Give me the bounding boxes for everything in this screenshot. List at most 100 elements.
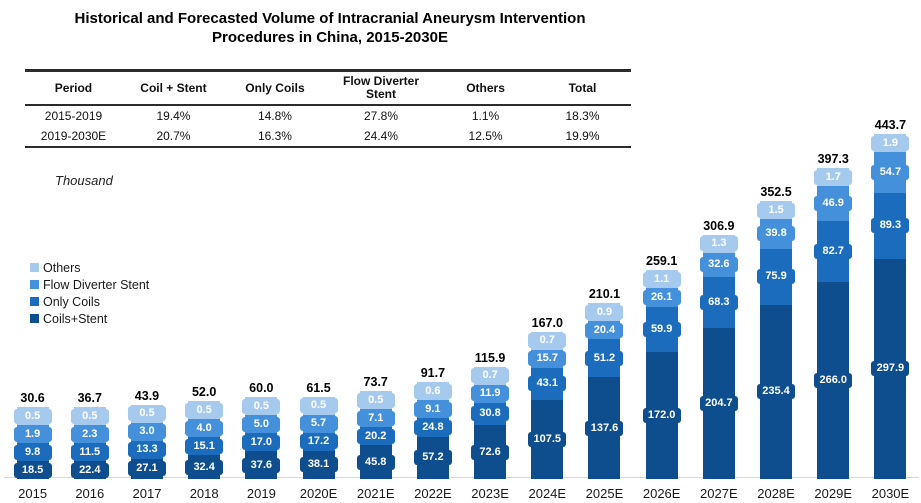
segment-value-label: 4.0 bbox=[185, 420, 224, 436]
segment-only-coils: 82.7 bbox=[814, 221, 853, 283]
segment-value-label: 22.4 bbox=[70, 462, 109, 478]
segment-others: 1.1 bbox=[642, 270, 681, 289]
segment-value-label: 0.5 bbox=[13, 408, 52, 424]
bar-2025e: 210.1 0.9 20.4 51.2 137.6 2025E bbox=[576, 287, 633, 501]
segment-others: 0.5 bbox=[299, 396, 338, 415]
table-header-others: Others bbox=[437, 70, 535, 106]
bar-total-label: 73.7 bbox=[363, 375, 388, 390]
bar-total-label: 259.1 bbox=[646, 254, 678, 269]
segment-coils-stent: 45.8 bbox=[356, 445, 395, 479]
segment-others: 0.5 bbox=[356, 391, 395, 410]
bar-total-label: 443.7 bbox=[874, 118, 907, 133]
legend-item-others: Others bbox=[30, 259, 149, 276]
table-cell: 16.3% bbox=[257, 129, 292, 143]
segment-value-label: 1.5 bbox=[757, 202, 796, 218]
segment-value-label: 3.0 bbox=[127, 424, 166, 440]
segment-value-label: 89.3 bbox=[871, 218, 910, 234]
cagr-table: Period Coil + Stent Only Coils Flow Dive… bbox=[25, 69, 631, 148]
table-cell: 2015-2019 bbox=[44, 109, 103, 123]
segment-value-label: 172.0 bbox=[642, 407, 681, 423]
legend-item-only-coils: Only Coils bbox=[30, 293, 149, 310]
segment-only-coils: 68.3 bbox=[699, 277, 738, 328]
segment-others: 1.7 bbox=[814, 168, 853, 187]
segment-coils-stent: 107.5 bbox=[528, 399, 567, 479]
segment-others: 0.7 bbox=[471, 366, 510, 385]
segment-value-label: 27.1 bbox=[127, 461, 166, 477]
segment-value-label: 0.5 bbox=[356, 392, 395, 408]
segment-coils-stent: 18.5 bbox=[13, 461, 52, 479]
segment-value-label: 51.2 bbox=[585, 350, 624, 366]
segment-value-label: 20.4 bbox=[585, 322, 624, 338]
x-axis-label-2030e: 2030E bbox=[871, 486, 910, 501]
segment-value-label: 0.9 bbox=[585, 304, 624, 320]
segment-flow-diverter-stent: 39.8 bbox=[757, 219, 796, 249]
segment-value-label: 0.5 bbox=[299, 398, 338, 414]
legend-label: Others bbox=[43, 260, 81, 275]
bar-total-label: 167.0 bbox=[531, 315, 563, 330]
x-axis-label-2016: 2016 bbox=[75, 486, 105, 501]
unit-label: Thousand bbox=[55, 173, 113, 188]
segment-coils-stent: 266.0 bbox=[814, 282, 853, 479]
segment-flow-diverter-stent: 1.9 bbox=[13, 425, 52, 443]
segment-others: 0.5 bbox=[70, 407, 109, 425]
segment-value-label: 11.9 bbox=[471, 386, 510, 402]
segment-others: 0.7 bbox=[528, 331, 567, 350]
table-cell: 18.3% bbox=[565, 109, 600, 123]
x-axis-label-2024e: 2024E bbox=[528, 486, 567, 501]
table-header-row: Period Coil + Stent Only Coils Flow Dive… bbox=[25, 70, 631, 106]
legend-swatch-only-coils bbox=[30, 297, 39, 306]
x-axis-label-2015: 2015 bbox=[18, 486, 48, 501]
segment-value-label: 0.7 bbox=[471, 368, 510, 384]
segment-value-label: 137.6 bbox=[585, 420, 624, 436]
segment-value-label: 1.9 bbox=[871, 135, 910, 151]
x-axis-label-2022e: 2022E bbox=[414, 486, 452, 501]
segment-flow-diverter-stent: 5.0 bbox=[242, 415, 281, 434]
segment-others: 1.9 bbox=[871, 134, 910, 153]
segment-value-label: 18.5 bbox=[13, 462, 52, 478]
segment-only-coils: 20.2 bbox=[356, 427, 395, 446]
segment-value-label: 37.6 bbox=[242, 457, 281, 473]
segment-value-label: 75.9 bbox=[757, 269, 796, 285]
segment-value-label: 54.7 bbox=[871, 164, 910, 180]
bar-total-label: 30.6 bbox=[20, 391, 45, 405]
segment-others: 0.5 bbox=[127, 404, 166, 423]
bar-2024e: 167.0 0.7 15.7 43.1 107.5 2024E bbox=[519, 316, 576, 501]
segment-coils-stent: 72.6 bbox=[471, 425, 510, 479]
x-axis-label-2026e: 2026E bbox=[642, 486, 681, 501]
bar-2021e: 73.7 0.5 7.1 20.2 45.8 2021E bbox=[347, 375, 404, 501]
segment-value-label: 204.7 bbox=[699, 395, 738, 411]
segment-others: 1.5 bbox=[757, 201, 796, 220]
table-header-total: Total bbox=[534, 70, 631, 106]
bar-2019: 60.0 0.5 5.0 17.0 37.6 2019 bbox=[233, 381, 290, 501]
segment-only-coils: 30.8 bbox=[471, 402, 510, 426]
segment-others: 0.5 bbox=[185, 401, 224, 419]
segment-only-coils: 51.2 bbox=[585, 339, 624, 378]
segment-flow-diverter-stent: 3.0 bbox=[127, 422, 166, 441]
segment-coils-stent: 38.1 bbox=[299, 450, 338, 479]
segment-value-label: 1.1 bbox=[642, 271, 681, 287]
table-cell: 1.1% bbox=[471, 109, 500, 123]
bar-2022e: 91.7 0.6 9.1 24.8 57.2 2022E bbox=[404, 366, 461, 501]
segment-value-label: 11.5 bbox=[70, 444, 109, 460]
segment-value-label: 0.5 bbox=[185, 402, 224, 418]
segment-value-label: 0.5 bbox=[242, 398, 281, 414]
segment-others: 0.5 bbox=[13, 407, 52, 425]
segment-coils-stent: 137.6 bbox=[585, 377, 624, 479]
segment-value-label: 297.9 bbox=[871, 361, 910, 377]
legend-swatch-flow-diverter-stent bbox=[30, 280, 39, 289]
table-row: 2019-2030E 20.7% 16.3% 24.4% 12.5% 19.9% bbox=[25, 126, 631, 147]
legend-label: Coils+Stent bbox=[43, 311, 108, 326]
segment-coils-stent: 37.6 bbox=[242, 451, 281, 479]
table-cell: 20.7% bbox=[156, 129, 191, 143]
bar-2015: 30.6 0.5 1.9 9.8 18.5 2015 bbox=[4, 391, 61, 501]
x-axis-label-2019: 2019 bbox=[246, 486, 276, 501]
segment-value-label: 15.7 bbox=[528, 351, 567, 367]
page-title-line1: Historical and Forecasted Volume of Intr… bbox=[74, 10, 586, 27]
legend-swatch-coils-stent bbox=[30, 314, 39, 323]
bar-2023e: 115.9 0.7 11.9 30.8 72.6 2023E bbox=[462, 351, 519, 501]
segment-value-label: 1.7 bbox=[814, 169, 853, 185]
segment-only-coils: 9.8 bbox=[13, 443, 52, 461]
segment-coils-stent: 22.4 bbox=[70, 461, 109, 479]
segment-value-label: 26.1 bbox=[642, 290, 681, 306]
segment-value-label: 5.7 bbox=[299, 416, 338, 432]
